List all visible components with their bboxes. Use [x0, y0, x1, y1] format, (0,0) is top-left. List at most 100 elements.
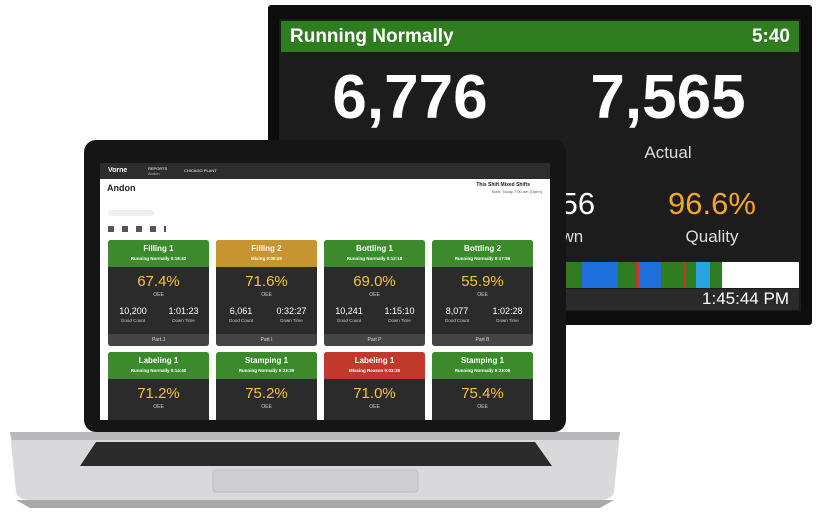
tile-oee-label: OEE — [369, 292, 380, 298]
filter-chip[interactable] — [108, 210, 154, 216]
tile-header — [216, 352, 317, 379]
tile-oee-label: OEE — [477, 404, 488, 410]
tile-oee: 71.0% — [353, 385, 396, 402]
tile-status: Running Normally 0:23:30 — [238, 368, 295, 373]
down-label: Down Time — [172, 318, 195, 323]
timeline-segment — [639, 262, 661, 288]
part-band — [216, 334, 317, 346]
timeline-segment — [696, 262, 710, 288]
tile[interactable]: Filling 1 Running Normally 0:18:42 67.4% OE… — [108, 240, 209, 346]
tile-oee-label: OEE — [153, 292, 164, 298]
tile-status: Running Normally 0:12:18 — [346, 256, 403, 261]
toolbar[interactable] — [108, 226, 166, 232]
tv-value: 7,565 — [590, 63, 746, 132]
down-time: 1:01:23 — [168, 306, 199, 316]
start: Start: Today 7:00 am (Open) — [491, 189, 542, 194]
tile-oee: 71.6% — [245, 273, 288, 290]
tile-oee: 71.2% — [137, 385, 180, 402]
keyboard — [80, 442, 552, 466]
laptop-screen: Vorne REPORTS Andon CHICAGO PLANT Andon … — [100, 163, 550, 420]
tv-value: 6,776 — [332, 63, 488, 132]
down-label: Down Time — [280, 318, 303, 323]
laptop-edge — [16, 500, 614, 508]
tile-header — [216, 240, 317, 267]
timeline-segment — [683, 262, 686, 288]
down-label: Down Time — [496, 318, 519, 323]
part: Part P — [367, 337, 382, 343]
timeline-segment — [686, 262, 696, 288]
tile-header — [432, 352, 533, 379]
timeline-segment — [582, 262, 618, 288]
part: Part I — [260, 337, 273, 343]
good-count: 10,200 — [119, 306, 147, 316]
tile-header — [108, 240, 209, 267]
tile[interactable]: Stamping 1 Running Normally 0:23:30 75.2% O… — [216, 352, 317, 420]
tile-status: Mixing 0:00:26 — [250, 256, 282, 261]
tv-label: Quality — [685, 227, 739, 246]
trackpad — [212, 469, 419, 493]
tile[interactable]: Labeling 1 Running Normally 0:14:40 71.2% O… — [108, 352, 209, 420]
brand: Vorne — [108, 167, 128, 174]
tile-name: Stamping 1 — [244, 356, 289, 365]
tile-oee: 75.2% — [245, 385, 288, 402]
tile-header — [432, 240, 533, 267]
tile-name: Bottling 1 — [356, 244, 393, 253]
tile-oee-label: OEE — [261, 404, 272, 410]
tile-status: Running Normally 0:23:05 — [454, 368, 511, 373]
timeline-segment — [661, 262, 683, 288]
tile-oee: 55.9% — [461, 273, 504, 290]
good-label: Good Count — [444, 318, 470, 323]
part: Part B — [475, 337, 490, 343]
shift[interactable]: This Shift Mixed Shifts — [476, 182, 530, 188]
part: Part J — [151, 337, 166, 343]
plant[interactable]: CHICAGO PLANT — [184, 168, 217, 173]
tile-oee: 67.4% — [137, 273, 180, 290]
tile-name: Filling 2 — [251, 244, 282, 253]
tile[interactable]: Stamping 1 Running Normally 0:23:05 75.4% O… — [432, 352, 533, 420]
tv-label: Actual — [644, 143, 692, 162]
tile[interactable]: Labeling 1 Missing Reason 0:03:38 71.0% OEE — [324, 352, 425, 420]
timeline — [550, 262, 799, 288]
tile-status: Running Normally 0:14:40 — [130, 368, 187, 373]
nav-sub: Andon — [148, 171, 160, 176]
tile-oee-label: OEE — [477, 292, 488, 298]
tile[interactable]: Bottling 2 Running Normally 0:17:56 55.9% O… — [432, 240, 533, 346]
tile-name: Filling 1 — [143, 244, 174, 253]
app-bar — [100, 163, 550, 179]
timeline-segment — [710, 262, 722, 288]
tv-header — [281, 21, 799, 52]
tv-status: Running Normally — [290, 26, 454, 47]
tile[interactable]: Filling 2 Mixing 0:00:26 71.6% OEE 6,061 Good… — [216, 240, 317, 346]
tile[interactable]: Bottling 1 Running Normally 0:12:18 69.0% O… — [324, 240, 425, 346]
tv-time: 5:40 — [751, 26, 790, 47]
tile-status: Running Normally 0:17:56 — [454, 256, 511, 261]
good-count: 8,077 — [445, 306, 469, 316]
tile-status: Missing Reason 0:03:38 — [348, 368, 401, 373]
down-time: 0:32:27 — [276, 306, 307, 316]
tv-value: 96.6% — [668, 186, 756, 221]
part-band — [108, 334, 209, 346]
tile-oee-label: OEE — [153, 404, 164, 410]
tile-name: Labeling 1 — [138, 356, 179, 365]
nav[interactable]: REPORTS — [148, 166, 168, 171]
tile-name: Labeling 1 — [354, 356, 395, 365]
part-band — [432, 334, 533, 346]
down-time: 1:02:28 — [492, 306, 523, 316]
tile-name: Bottling 2 — [464, 244, 501, 253]
tile-oee: 75.4% — [461, 385, 504, 402]
timeline-segment — [618, 262, 636, 288]
down-time: 1:15:10 — [384, 306, 415, 316]
tile-oee-label: OEE — [369, 404, 380, 410]
page-title: Andon — [107, 183, 136, 193]
tile-status: Running Normally 0:18:42 — [130, 256, 187, 261]
part-band — [324, 334, 425, 346]
down-label: Down Time — [388, 318, 411, 323]
timeline-segment — [636, 262, 639, 288]
tv-clock: 1:45:44 PM — [702, 289, 789, 308]
good-count: 10,241 — [335, 306, 363, 316]
laptop-hinge — [10, 432, 620, 440]
tile-header — [324, 240, 425, 267]
good-label: Good Count — [336, 318, 362, 323]
good-label: Good Count — [120, 318, 146, 323]
